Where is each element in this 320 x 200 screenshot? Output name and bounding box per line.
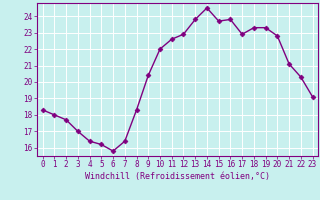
X-axis label: Windchill (Refroidissement éolien,°C): Windchill (Refroidissement éolien,°C) <box>85 172 270 181</box>
